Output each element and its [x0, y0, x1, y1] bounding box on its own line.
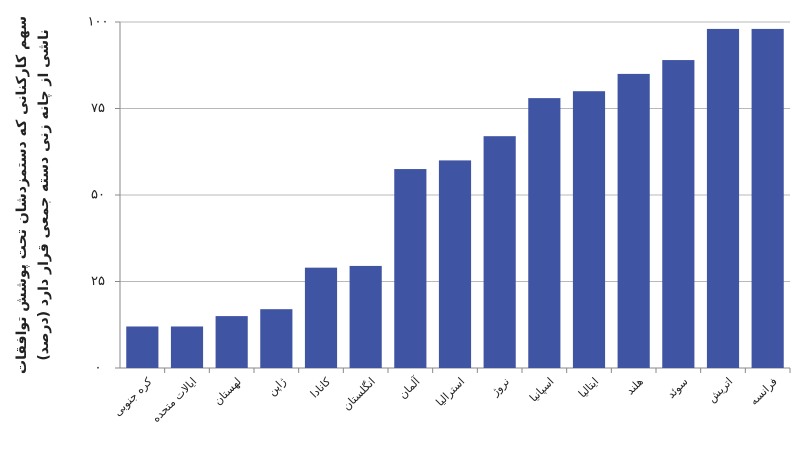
x-tick-label: ایالات متحده [149, 375, 199, 425]
bar [394, 169, 427, 368]
bar [617, 73, 650, 369]
x-tick-label: فرانسه [747, 375, 780, 408]
x-tick-label: ژاپن [265, 375, 288, 398]
bar [528, 98, 561, 369]
bar [170, 326, 204, 368]
x-tick-label: اتریش [705, 375, 735, 405]
bar [751, 28, 784, 368]
x-tick-label: سوئد [665, 375, 691, 401]
x-tick-label: کانادا [308, 375, 334, 401]
bar [438, 160, 472, 368]
y-tick-label: ۲۵ [91, 274, 105, 289]
bar [215, 316, 248, 368]
y-axis-title-line: سهم کارکنانی که دستمزدشان تحت پوشش توافق… [14, 16, 30, 374]
x-tick-label: هلند [624, 375, 646, 397]
x-tick-label: اسپانیا [527, 375, 556, 404]
y-tick-label: ۱۰۰ [88, 15, 109, 30]
bar [706, 28, 740, 368]
x-tick-label: انگلستان [340, 375, 378, 413]
bar [662, 60, 695, 369]
bar [349, 265, 382, 368]
bar [483, 136, 516, 368]
x-tick-label: آلمان [396, 374, 424, 402]
bar [126, 326, 159, 368]
y-axis-title-line: ناشی از چانه زنی دسته جمعی قرار دارد (در… [36, 29, 52, 360]
y-tick-label: ۷۵ [91, 101, 105, 116]
bar [304, 267, 338, 368]
x-tick-label: لهستان [211, 375, 244, 408]
x-tick-label: استرالیا [433, 375, 467, 409]
bar [260, 309, 293, 368]
y-tick-label: ۵۰ [91, 188, 105, 203]
x-tick-label: نروژ [488, 375, 512, 399]
y-axis-title: سهم کارکنانی که دستمزدشان تحت پوشش توافق… [14, 16, 52, 374]
x-tick-label: کره جنوبی [111, 375, 155, 419]
bar [572, 91, 606, 368]
y-tick-label: ۰ [95, 361, 102, 376]
x-tick-label: ایتالیا [576, 375, 601, 400]
